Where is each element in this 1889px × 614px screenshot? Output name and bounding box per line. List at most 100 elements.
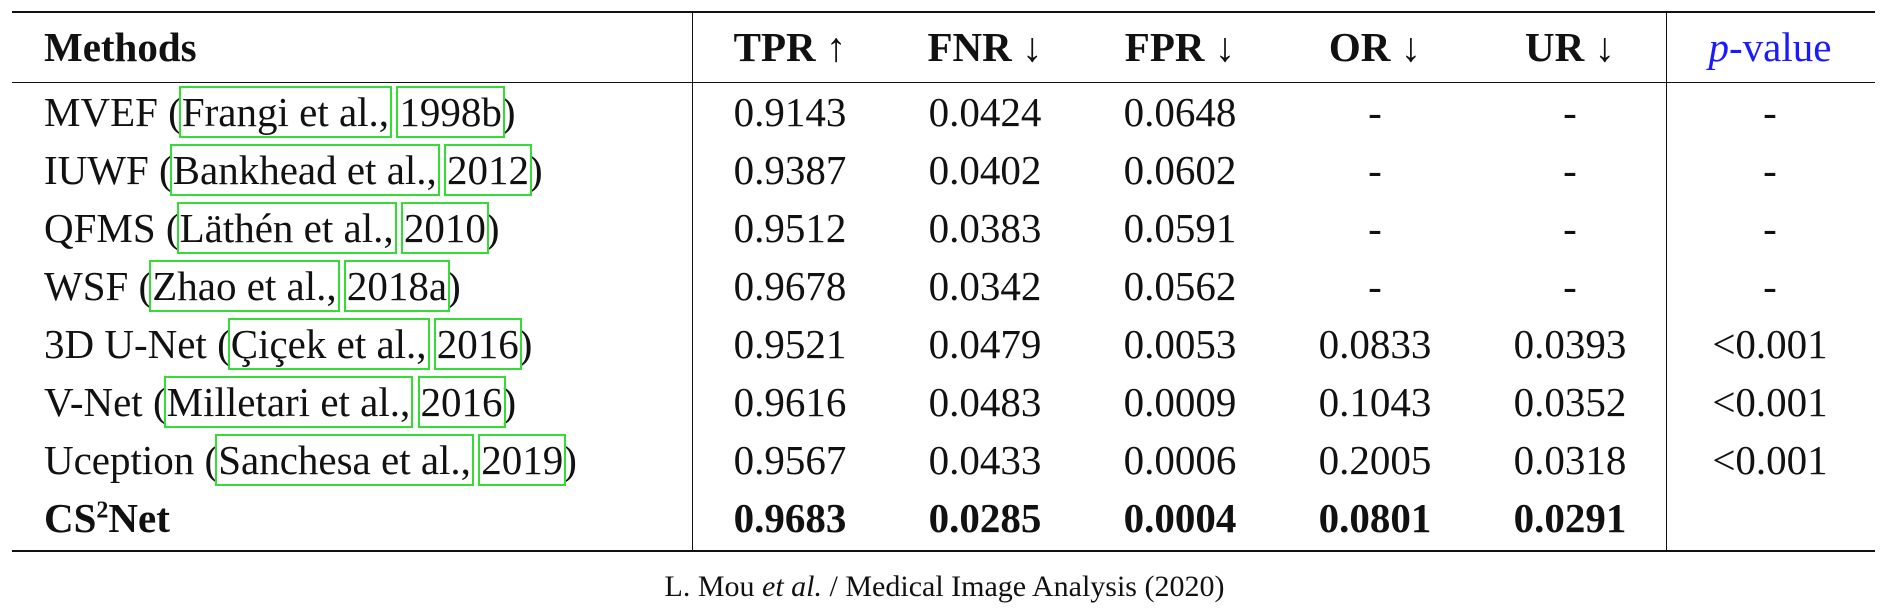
citation-link[interactable]: Milletari et al., <box>163 376 414 428</box>
citation-link[interactable]: Sanchesa et al., <box>215 434 474 486</box>
value-cell: 0.0009 <box>1123 379 1237 425</box>
citation-link[interactable]: 2019 <box>478 434 567 486</box>
text-part: V-Net ( <box>44 379 167 425</box>
text-part: MVEF ( <box>44 89 182 135</box>
text-part <box>471 437 481 483</box>
citation-link[interactable]: Zhao et al., <box>149 260 340 312</box>
method-cell: WSF (Zhao et al., 2018a) <box>44 257 461 315</box>
text-part: 2 <box>96 497 109 524</box>
value-cell: 0.0833 <box>1318 321 1432 367</box>
p-value-cell: - <box>1763 205 1777 251</box>
bottom-rule <box>12 550 1875 552</box>
top-rule <box>12 11 1875 13</box>
value-cell: 0.0801 <box>1318 495 1432 541</box>
footer: L. Mou et al. / Medical Image Analysis (… <box>0 570 1889 604</box>
method-cell: QFMS (Läthén et al., 2010) <box>44 199 500 257</box>
method-cell: 3D U-Net (Çiçek et al., 2016) <box>44 315 532 373</box>
citation-link[interactable]: 2010 <box>400 202 489 254</box>
text-part: TPR ↑ <box>733 24 847 70</box>
header-cell: UR ↓ <box>1525 18 1615 76</box>
method-cell: Uception (Sanchesa et al., 2019) <box>44 431 577 489</box>
text-part: UR ↓ <box>1525 24 1615 70</box>
text-part: Uception ( <box>44 437 219 483</box>
value-cell: 0.9567 <box>733 437 847 483</box>
method-cell: V-Net (Milletari et al., 2016) <box>44 373 516 431</box>
value-cell: 0.2005 <box>1318 437 1432 483</box>
text-part: ) <box>529 147 543 193</box>
header-cell: FPR ↓ <box>1125 18 1235 76</box>
value-cell: 0.9678 <box>733 263 847 309</box>
value-cell: 0.0479 <box>928 321 1042 367</box>
text-part: FNR ↓ <box>927 24 1043 70</box>
value-cell: - <box>1563 89 1577 135</box>
value-cell: 0.0424 <box>928 89 1042 135</box>
citation-link[interactable]: Çiçek et al., <box>227 318 430 370</box>
text-part: p <box>1708 24 1730 70</box>
value-cell: 0.0483 <box>928 379 1042 425</box>
value-cell: 0.1043 <box>1318 379 1432 425</box>
citation-link[interactable]: 2012 <box>444 144 533 196</box>
value-cell: 0.0433 <box>928 437 1042 483</box>
text-part <box>437 147 447 193</box>
value-cell: 0.0342 <box>928 263 1042 309</box>
value-cell: 0.9143 <box>733 89 847 135</box>
method-cell: CS2Net <box>44 489 170 547</box>
citation-link[interactable]: Bankhead et al., <box>169 144 440 196</box>
value-cell: 0.0291 <box>1513 495 1627 541</box>
text-part: WSF ( <box>44 263 153 309</box>
p-value-cell: - <box>1763 263 1777 309</box>
text-part <box>337 263 347 309</box>
p-value-cell: <0.001 <box>1712 437 1828 483</box>
value-cell: 0.0285 <box>928 495 1042 541</box>
value-cell: 0.0053 <box>1123 321 1237 367</box>
value-cell: 0.0352 <box>1513 379 1627 425</box>
text-part <box>410 379 420 425</box>
citation-link[interactable]: 2016 <box>433 318 522 370</box>
text-part: ) <box>518 321 533 367</box>
value-cell: 0.9512 <box>733 205 847 251</box>
text-part: IUWF ( <box>44 147 173 193</box>
text-part <box>389 89 399 135</box>
header-cell: TPR ↑ <box>734 18 847 76</box>
header-cell: OR ↓ <box>1329 18 1421 76</box>
text-part: ) <box>502 379 517 425</box>
text-part: Net <box>108 495 170 541</box>
value-cell: - <box>1368 205 1382 251</box>
text-part: ) <box>447 263 461 309</box>
text-part: OR ↓ <box>1328 24 1422 70</box>
value-cell: 0.0393 <box>1513 321 1627 367</box>
header-cell: Methods <box>44 18 197 76</box>
p-value-cell: - <box>1763 147 1777 193</box>
citation-link[interactable]: 1998b <box>396 86 505 138</box>
text-part <box>394 205 404 251</box>
text-part: et al. <box>762 570 823 603</box>
column-rule <box>1666 12 1667 551</box>
value-cell: - <box>1563 263 1577 309</box>
value-cell: 0.0402 <box>928 147 1042 193</box>
text-part: ) <box>501 89 516 135</box>
value-cell: - <box>1368 147 1382 193</box>
citation-link[interactable]: Frangi et al., <box>178 86 393 138</box>
value-cell: 0.9387 <box>733 147 847 193</box>
text-part: -value <box>1729 24 1832 70</box>
citation-link[interactable]: 2016 <box>417 376 506 428</box>
header-cell: FNR ↓ <box>927 18 1042 76</box>
citation-link[interactable]: 2018a <box>343 260 451 312</box>
value-cell: - <box>1368 89 1382 135</box>
value-cell: 0.0648 <box>1123 89 1237 135</box>
value-cell: 0.9616 <box>733 379 847 425</box>
method-cell: MVEF (Frangi et al., 1998b) <box>44 83 515 141</box>
value-cell: 0.0383 <box>928 205 1042 251</box>
text-part: CS <box>44 495 97 541</box>
text-part: L. Mou <box>664 570 763 603</box>
text-part: 3D U-Net ( <box>44 321 231 367</box>
citation-link[interactable]: Läthén et al., <box>176 202 397 254</box>
value-cell: 0.9683 <box>733 495 847 541</box>
text-part: ) <box>563 437 577 483</box>
p-value-cell: - <box>1763 89 1777 135</box>
text-part: QFMS ( <box>44 205 180 251</box>
value-cell: 0.9521 <box>733 321 847 367</box>
value-cell: 0.0562 <box>1123 263 1237 309</box>
text-part <box>427 321 437 367</box>
